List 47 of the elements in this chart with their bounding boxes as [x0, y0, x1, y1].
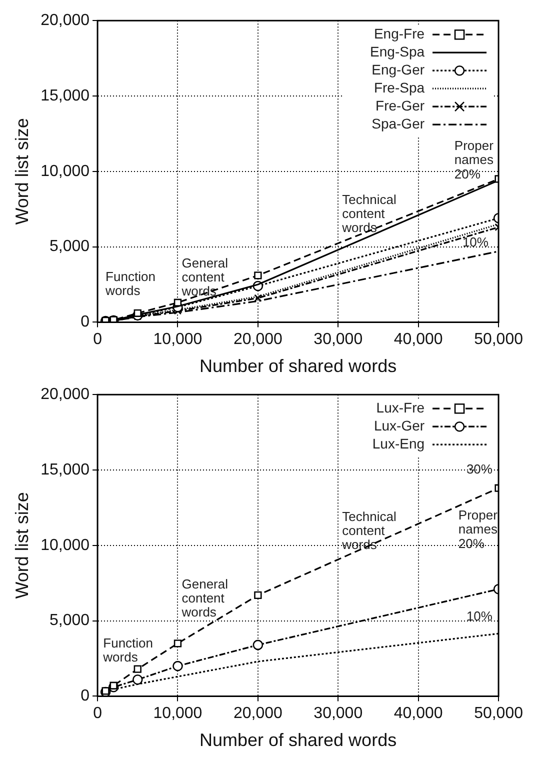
annotation: General content words — [180, 255, 228, 298]
legend-label: Lux-Fre — [376, 399, 425, 416]
y-tick-label: 20,000 — [40, 386, 90, 404]
y-axis-title: Word list size — [12, 118, 32, 225]
x-tick-label: 30,000 — [314, 331, 363, 348]
legend-label: Lux-Eng — [372, 435, 425, 452]
x-axis-title: Number of shared words — [199, 356, 397, 376]
legend-label: Eng-Spa — [370, 43, 425, 60]
y-tick-label: 0 — [80, 314, 90, 331]
x-tick-label: 10,000 — [153, 331, 202, 348]
annotation: Function words — [104, 269, 156, 298]
x-tick-label: 20,000 — [233, 705, 283, 722]
y-tick-label: 10,000 — [40, 162, 90, 180]
legend-label: Fre-Ger — [376, 97, 425, 114]
x-tick-label: 40,000 — [394, 705, 443, 722]
y-tick-label: 0 — [80, 688, 90, 705]
x-tick-label: 10,000 — [153, 705, 202, 722]
legend-label: Eng-Fre — [374, 25, 425, 42]
y-tick-label: 5,000 — [49, 612, 90, 630]
y-tick-label: 5,000 — [49, 238, 90, 256]
annotation: 30% — [466, 461, 493, 476]
annotation: Proper names — [458, 507, 498, 536]
legend-label: Lux-Ger — [374, 417, 425, 434]
y-tick-label: 20,000 — [40, 12, 90, 30]
x-tick-label: 50,000 — [474, 705, 524, 722]
annotation: Proper names — [454, 138, 494, 167]
x-tick-label: 40,000 — [394, 331, 443, 348]
annotation: 20% — [454, 166, 481, 182]
y-tick-label: 10,000 — [40, 536, 90, 554]
annotation: Technical content words — [341, 192, 396, 236]
x-axis-title: Number of shared words — [199, 730, 397, 750]
annotation: 10% — [462, 234, 489, 250]
legend-label: Spa-Ger — [372, 115, 425, 132]
x-tick-label: 50,000 — [474, 331, 524, 348]
x-tick-label: 0 — [93, 705, 102, 722]
x-tick-label: 20,000 — [233, 331, 283, 348]
y-axis-title: Word list size — [12, 492, 32, 599]
annotation: General content words — [180, 576, 228, 620]
y-tick-label: 15,000 — [40, 87, 90, 104]
x-tick-label: 30,000 — [314, 705, 363, 722]
x-tick-label: 0 — [93, 331, 102, 348]
legend-label: Fre-Spa — [374, 79, 425, 96]
y-tick-label: 15,000 — [40, 461, 90, 478]
legend-label: Eng-Ger — [372, 61, 425, 78]
annotation: 20% — [458, 536, 485, 551]
annotation: Function words — [102, 635, 154, 664]
annotation: 10% — [466, 608, 493, 624]
